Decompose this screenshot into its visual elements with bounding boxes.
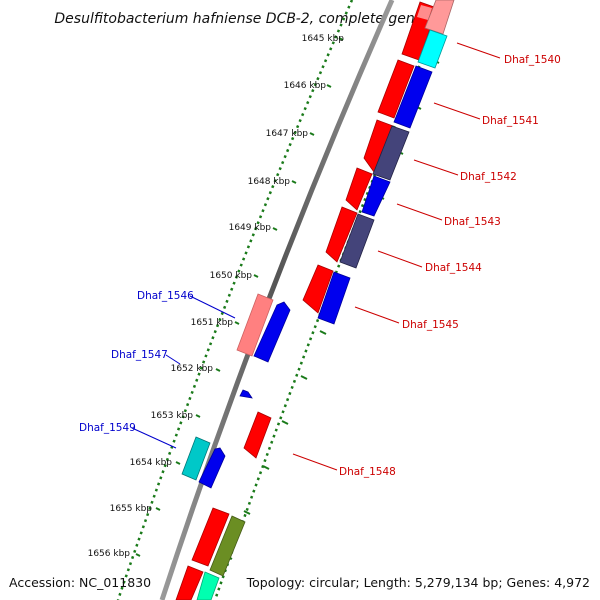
ring-tick <box>319 330 327 335</box>
callout-line <box>292 453 338 471</box>
gene-label[interactable]: Dhaf_1547 <box>111 349 168 361</box>
forward-strand-genes <box>175 0 455 600</box>
gene-arrow-dhaf1547[interactable] <box>239 389 253 399</box>
gene-arrow-blue-5[interactable] <box>198 447 226 489</box>
gene-block-pink <box>424 0 455 35</box>
gene-highlight <box>417 5 432 20</box>
kbp-label: 1649 kbp <box>229 223 272 233</box>
gene-arrow-dhaf1548[interactable] <box>243 411 272 459</box>
ruler-tick <box>326 84 332 88</box>
left-gene-labels: Dhaf_1546 Dhaf_1547 Dhaf_1549 <box>79 290 194 434</box>
kbp-label: 1652 kbp <box>171 364 214 374</box>
ring-tick <box>281 420 289 425</box>
callout-line <box>354 306 400 324</box>
kbp-label: 1645 kbp <box>302 34 345 44</box>
callout-line <box>165 354 181 365</box>
ring-tick <box>300 375 308 380</box>
callout-line <box>456 42 501 59</box>
kbp-label: 1654 kbp <box>130 458 173 468</box>
ruler-tick <box>135 553 141 557</box>
gene-arrow-red-bottom[interactable] <box>191 507 230 567</box>
gene-arrow-blue-3[interactable] <box>317 271 351 325</box>
ruler-tick <box>272 227 278 231</box>
gene-arrow-dhaf1545[interactable] <box>302 264 334 314</box>
ring-tick <box>243 510 251 515</box>
kbp-labels: 1645 kbp 1646 kbp 1647 kbp 1648 kbp 1649… <box>88 34 345 559</box>
gene-block-pink-dhaf1546[interactable] <box>236 293 274 357</box>
ruler-tick <box>234 321 240 325</box>
ruler-tick <box>309 132 315 136</box>
gene-block-teal-dhaf1549[interactable] <box>181 436 211 481</box>
gene-arrow-dhaf1544[interactable] <box>325 206 358 263</box>
accession-text: Accession: NC_011830 <box>9 575 151 590</box>
gene-label[interactable]: Dhaf_1542 <box>460 171 517 183</box>
kbp-label: 1653 kbp <box>151 411 194 421</box>
kbp-label: 1650 kbp <box>210 271 253 281</box>
ruler-tick <box>338 37 344 41</box>
gene-block-navy <box>372 125 410 181</box>
ruler-tick <box>291 180 297 184</box>
right-callout-lines <box>292 42 501 471</box>
ruler-tick <box>253 274 259 278</box>
gene-block-cyan <box>417 29 448 69</box>
kbp-ruler <box>116 0 354 600</box>
ring-tick <box>262 465 270 470</box>
kbp-label: 1648 kbp <box>248 177 291 187</box>
right-gene-labels: Dhaf_1540 Dhaf_1541 Dhaf_1542 Dhaf_1543 … <box>339 54 561 478</box>
callout-line <box>413 159 459 176</box>
ruler-tick <box>215 368 221 372</box>
gene-label[interactable]: Dhaf_1544 <box>425 262 482 274</box>
genome-title: Desulfitobacterium hafniense DCB-2, comp… <box>54 11 445 27</box>
callout-line <box>131 427 177 449</box>
gene-arrow-red-bottom-2[interactable] <box>175 565 204 600</box>
gene-label[interactable]: Dhaf_1540 <box>504 54 561 66</box>
genome-backbone <box>159 0 395 600</box>
callout-line <box>189 295 236 319</box>
kbp-label: 1655 kbp <box>110 504 153 514</box>
gene-label[interactable]: Dhaf_1543 <box>444 216 501 228</box>
callout-line <box>396 203 443 221</box>
gene-block-navy-2 <box>339 213 375 269</box>
gene-label[interactable]: Dhaf_1546 <box>137 290 194 302</box>
gene-block-olive <box>209 515 246 577</box>
ruler-tick <box>155 507 161 511</box>
topology-text: Topology: circular; Length: 5,279,134 bp… <box>246 575 590 590</box>
gene-block-mint <box>196 571 220 600</box>
ruler-tick <box>195 414 201 418</box>
kbp-label: 1651 kbp <box>191 318 234 328</box>
gene-arrow-dhaf1541[interactable] <box>377 59 415 119</box>
kbp-label: 1647 kbp <box>266 129 309 139</box>
kbp-label: 1656 kbp <box>88 549 131 559</box>
callout-line <box>433 102 481 120</box>
left-callout-lines <box>131 295 236 449</box>
kbp-label: 1646 kbp <box>284 81 327 91</box>
ruler-tick <box>175 461 181 465</box>
gene-arrow-blue-4[interactable] <box>253 301 291 363</box>
gene-label[interactable]: Dhaf_1549 <box>79 422 136 434</box>
gene-arrow-blue-2[interactable] <box>361 175 391 217</box>
ruler-ticks <box>135 37 344 557</box>
gene-arrow-dhaf1543[interactable] <box>345 167 373 211</box>
gene-label[interactable]: Dhaf_1541 <box>482 115 539 127</box>
reverse-strand-genes <box>181 293 291 489</box>
callout-line <box>377 250 423 268</box>
gene-label[interactable]: Dhaf_1548 <box>339 466 396 478</box>
gene-arrow-blue[interactable] <box>393 65 433 129</box>
gene-label[interactable]: Dhaf_1545 <box>402 319 459 331</box>
